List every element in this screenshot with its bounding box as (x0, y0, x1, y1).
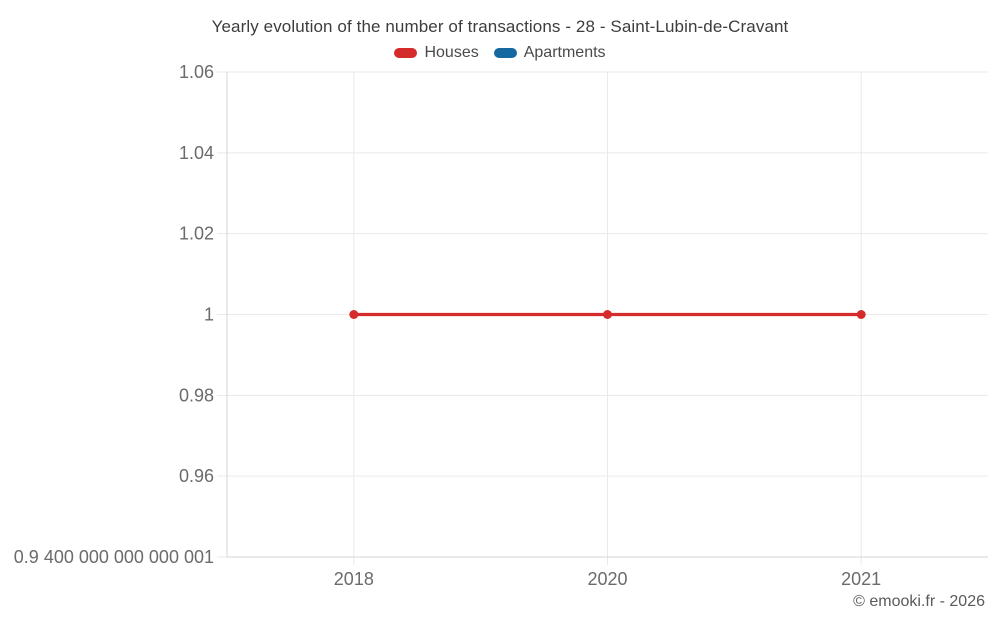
copyright-watermark: © emooki.fr - 2026 (853, 593, 985, 610)
y-axis-tick-label: 1.04 (179, 143, 214, 163)
x-axis-tick-label: 2021 (841, 569, 881, 589)
x-axis-tick-label: 2020 (587, 569, 627, 589)
y-axis-tick-label: 0.96 (179, 466, 214, 486)
legend-item-apartments[interactable]: Apartments (493, 44, 606, 62)
y-axis-tick-label: 1 (204, 305, 214, 325)
legend-item-houses[interactable]: Houses (394, 44, 479, 62)
y-axis-tick-label: 0.9 400 000 000 000 001 (14, 547, 214, 567)
y-axis-tick-label: 1.02 (179, 224, 214, 244)
legend-label-houses: Houses (424, 44, 479, 61)
data-point-houses[interactable] (349, 310, 359, 319)
y-axis-tick-label: 1.06 (179, 62, 214, 82)
chart-title: Yearly evolution of the number of transa… (211, 17, 789, 36)
data-point-houses[interactable] (603, 310, 612, 319)
legend-label-apartments: Apartments (523, 44, 606, 61)
y-axis-tick-label: 0.98 (179, 385, 214, 405)
houses-series-swatch (394, 48, 418, 58)
data-point-houses[interactable] (856, 310, 866, 319)
legend: Houses Apartments (0, 44, 1000, 62)
apartments-series-swatch (493, 48, 517, 58)
x-axis-tick-label: 2018 (334, 569, 374, 589)
